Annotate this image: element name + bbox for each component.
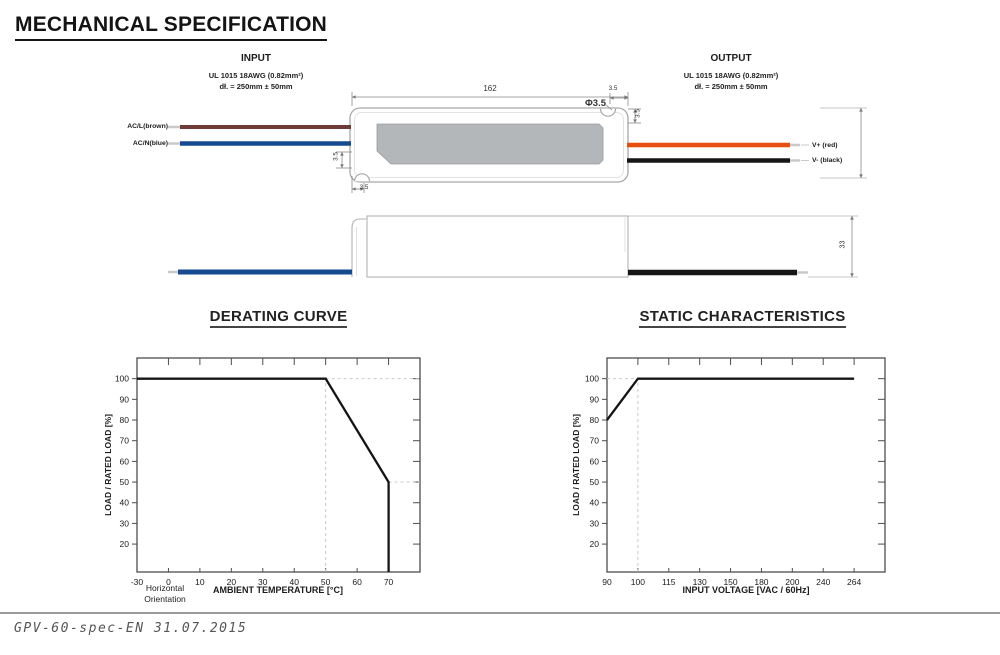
x-tick-label: 264 [847,577,861,587]
y-tick-label: 20 [590,539,600,549]
dim-height: 33 [837,240,847,249]
y-tick-label: 30 [120,518,130,528]
x-tick-label: 150 [723,577,737,587]
x-tick-label: 20 [227,577,237,587]
orientation-note-line1: Horizontal [145,583,185,593]
y-tick-label: 100 [585,374,599,384]
mounting-bracket-side-view [351,218,367,277]
x-tick-label: 0 [166,577,171,587]
dim-corner-offset-y: 3.5 [332,152,340,161]
side-view-drawing [168,215,858,278]
dim-hole-offset-x: 3.5 [608,85,618,92]
y-tick-label: 70 [120,436,130,446]
page-title: MECHANICAL SPECIFICATION [15,13,328,41]
data-curve [606,377,855,421]
y-tick-label: 50 [590,477,600,487]
case-outline-side-view [366,215,629,278]
y-tick-label: 40 [120,498,130,508]
x-tick-label: 200 [785,577,799,587]
mounting-hole-bottom-left [353,173,371,182]
y-tick-label: 50 [120,477,130,487]
x-tick-label: 115 [662,577,676,587]
y-tick-label: 20 [120,539,130,549]
derating-heading-box: DERATING CURVE [137,308,420,328]
dimension-lines-side-view [628,215,858,278]
x-tick-label: 130 [693,577,707,587]
dim-hole-diameter: Φ3.5 [584,98,606,109]
y-tick-label: 80 [120,415,130,425]
y-tick-label: 60 [120,456,130,466]
y-tick-label: 90 [120,394,130,404]
chart-1: 90 100 115 130 150 180 200 240 264 100 90 80 70 60 50 4… [585,357,886,587]
static-x-axis-label: INPUT VOLTAGE [VAC / 60Hz] [682,585,810,595]
case-inner-seam [354,112,624,178]
derating-y-axis-label: LOAD / RATED LOAD [%] [103,414,113,516]
x-tick-label: 70 [384,577,394,587]
mounting-hole-top-right [599,108,617,117]
dim-hole-offset-y: 3.5 [634,109,642,118]
static-heading-box: STATIC CHARACTERISTICS [600,308,885,328]
x-tick-label: 30 [258,577,268,587]
output-heading: OUTPUT [710,53,752,64]
wire-label-ac-n: AC/N(blue) [132,140,168,147]
orientation-note-line2: Orientation [144,594,186,604]
y-tick-label: 90 [590,394,600,404]
dim-length: 162 [483,84,497,93]
y-tick-label: 100 [115,374,129,384]
input-spec-line1: UL 1015 18AWG (0.82mm²) [208,71,304,80]
chart-frame [136,357,421,573]
wire-label-v-minus: V- (black) [812,157,843,164]
input-heading: INPUT [241,53,271,64]
output-spec-line1: UL 1015 18AWG (0.82mm²) [683,71,779,80]
y-tick-label: 70 [590,436,600,446]
x-tick-label: 60 [352,577,362,587]
label-area [376,123,604,165]
y-tick-label: 80 [590,415,600,425]
wire-label-ac-l: AC/L(brown) [127,123,168,130]
x-tick-label: 180 [754,577,768,587]
top-view-drawing [168,92,867,193]
x-tick-label: 10 [195,577,205,587]
x-tick-label: 240 [816,577,830,587]
x-tick-label: 100 [631,577,645,587]
input-spec-line2: dł. = 250mm ± 50mm [219,82,293,91]
y-tick-label: 40 [590,498,600,508]
footer-document-id: GPV-60-spec-EN 31.07.2015 [14,621,248,636]
output-spec-line2: dł. = 250mm ± 50mm [694,82,768,91]
static-y-axis-label: LOAD / RATED LOAD [%] [571,414,581,516]
x-tick-label: 50 [321,577,331,587]
footer-divider [0,612,1000,614]
chart-frame [606,357,886,573]
y-tick-label: 60 [590,456,600,466]
chart-0: -30 0 10 20 30 40 50 60 70 100 90 80 70 60 50 40 30 20 [115,357,421,587]
x-tick-label: 90 [602,577,612,587]
derating-x-axis-label: AMBIENT TEMPERATURE [°C] [213,585,343,595]
dimension-lines-top-view [336,92,867,193]
static-characteristics-heading: STATIC CHARACTERISTICS [639,308,846,328]
data-curve [137,377,390,572]
y-tick-label: 30 [590,518,600,528]
x-tick-label: 40 [289,577,299,587]
x-tick-label: -30 [131,577,144,587]
dim-corner-offset-x: 3.5 [359,183,369,191]
wire-label-v-plus: V+ (red) [812,141,838,149]
derating-curve-heading: DERATING CURVE [209,308,348,328]
